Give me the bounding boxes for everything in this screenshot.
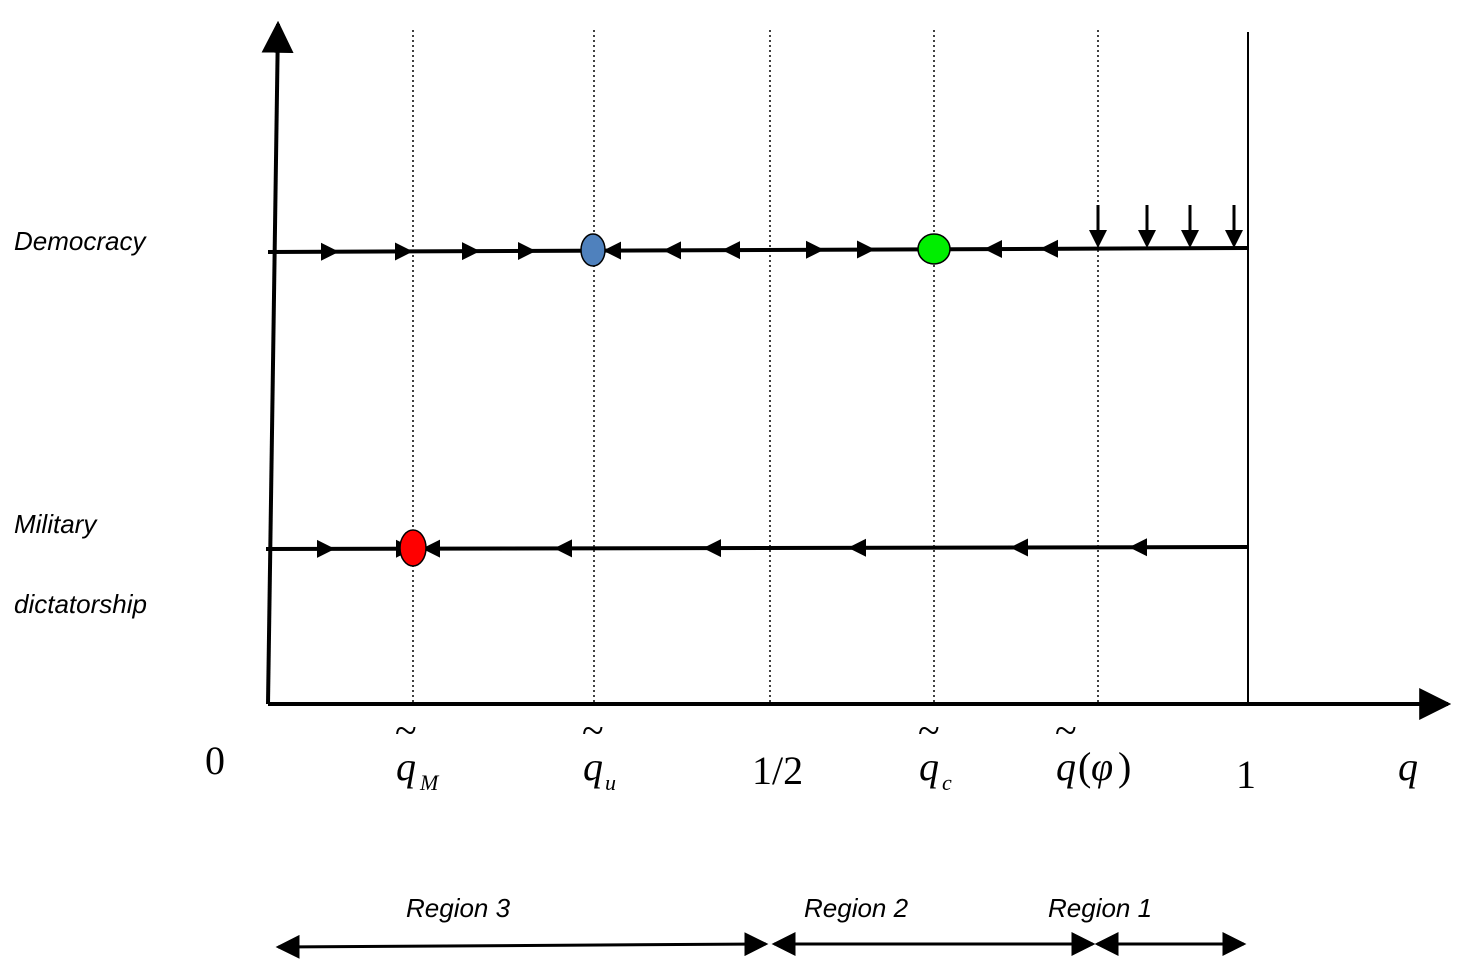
tick-q-c: ~ q c xyxy=(918,708,952,795)
right-arrow xyxy=(317,539,335,558)
left-arrow xyxy=(554,539,572,558)
svg-text:q: q xyxy=(583,744,603,789)
svg-text:q: q xyxy=(1056,744,1076,789)
right-arrow xyxy=(462,242,480,261)
left-arrow xyxy=(663,241,681,260)
origin-label: 0 xyxy=(205,738,225,783)
x-axis-label: q xyxy=(1398,744,1418,789)
democracy-flow-arrows xyxy=(321,239,1058,261)
row-label-democracy: Democracy xyxy=(14,226,147,256)
tick-one: 1 xyxy=(1236,752,1256,797)
military-equilibrium-q-M xyxy=(399,529,427,567)
left-arrow xyxy=(1040,239,1058,258)
down-arrow xyxy=(1225,205,1243,248)
svg-text:~: ~ xyxy=(582,708,604,753)
right-arrow xyxy=(321,242,339,261)
svg-text:~: ~ xyxy=(395,708,417,753)
democracy-equilibrium-q-c xyxy=(917,233,951,265)
y-axis xyxy=(261,20,294,705)
svg-text:M: M xyxy=(419,770,440,795)
down-arrow xyxy=(1138,205,1156,248)
svg-text:φ: φ xyxy=(1091,744,1113,789)
right-arrow xyxy=(857,240,875,259)
left-arrow xyxy=(422,539,440,558)
democracy-equilibrium-q-u xyxy=(580,233,606,267)
svg-text:(: ( xyxy=(1078,744,1091,789)
left-arrow xyxy=(984,240,1002,259)
svg-text:): ) xyxy=(1118,744,1131,789)
region-1-label: Region 1 xyxy=(1048,893,1152,923)
right-arrow xyxy=(806,240,824,259)
region-2-label: Region 2 xyxy=(804,893,909,923)
democracy-line xyxy=(267,246,1249,254)
tick-q-M: ~ q M xyxy=(395,708,440,795)
left-arrow xyxy=(1129,538,1147,557)
svg-text:c: c xyxy=(942,770,952,795)
left-arrow xyxy=(603,241,621,260)
down-arrow xyxy=(1181,205,1199,248)
svg-text:q: q xyxy=(919,744,939,789)
row-label-military: Military xyxy=(14,509,98,539)
left-arrow xyxy=(722,241,740,260)
svg-text:u: u xyxy=(605,770,616,795)
tick-q-phi: ~ q ( φ ) xyxy=(1055,708,1131,789)
left-arrow xyxy=(703,539,721,558)
region-3-span xyxy=(275,932,769,959)
down-arrow xyxy=(1089,205,1107,248)
right-arrow xyxy=(395,242,413,261)
left-arrow xyxy=(848,538,866,557)
region-3-label: Region 3 xyxy=(406,893,511,923)
vertical-guides xyxy=(412,30,1099,704)
tick-q-u: ~ q u xyxy=(582,708,616,795)
svg-text:~: ~ xyxy=(918,708,940,753)
left-arrow xyxy=(1010,538,1028,557)
row-label-dictatorship: dictatorship xyxy=(14,589,147,619)
svg-text:~: ~ xyxy=(1055,708,1077,753)
right-arrow xyxy=(518,241,536,260)
tick-half: 1/2 xyxy=(752,748,803,793)
downward-arrows xyxy=(1089,205,1243,248)
svg-text:q: q xyxy=(396,744,416,789)
